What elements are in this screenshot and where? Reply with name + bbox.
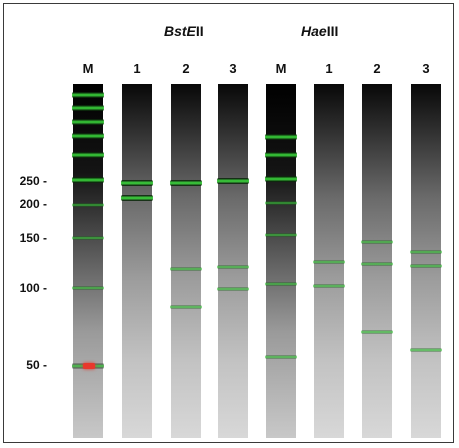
gel-band bbox=[265, 233, 297, 237]
lane-label: 2 bbox=[373, 61, 381, 76]
gel-band bbox=[72, 286, 104, 290]
gel-band bbox=[72, 105, 104, 111]
enzyme-label-haeiii: HaeIII bbox=[301, 23, 339, 39]
gel-band bbox=[72, 203, 104, 207]
gel-lane bbox=[313, 84, 345, 438]
gel-band bbox=[265, 152, 297, 158]
gel-band bbox=[265, 201, 297, 205]
gel-band bbox=[361, 330, 393, 334]
gel-band bbox=[217, 287, 249, 291]
enzyme-label-bsteii: BstEII bbox=[164, 23, 204, 39]
gel-band bbox=[72, 119, 104, 125]
gel-band bbox=[72, 236, 104, 240]
gel-lane bbox=[121, 84, 153, 438]
size-label-100: 100 - bbox=[19, 281, 47, 295]
gel-band bbox=[361, 262, 393, 266]
gel-band bbox=[170, 305, 202, 309]
gel-band bbox=[313, 284, 345, 288]
lane-label: M bbox=[275, 61, 287, 76]
size-label-150: 150 - bbox=[19, 231, 47, 245]
lane-label: 3 bbox=[422, 61, 430, 76]
gel-lane bbox=[410, 84, 442, 438]
gel-band bbox=[72, 133, 104, 139]
lane-label: 1 bbox=[325, 61, 333, 76]
gel-band bbox=[265, 134, 297, 140]
gel-band bbox=[410, 264, 442, 268]
gel-band bbox=[170, 267, 202, 271]
size-label-50: 50 - bbox=[26, 358, 47, 372]
lane-label: 2 bbox=[182, 61, 190, 76]
gel-lane bbox=[361, 84, 393, 438]
gel-band bbox=[217, 265, 249, 269]
figure-frame bbox=[3, 3, 454, 443]
lane-label: 1 bbox=[133, 61, 141, 76]
gel-band bbox=[410, 348, 442, 352]
gel-band bbox=[265, 282, 297, 286]
gel-band bbox=[313, 260, 345, 264]
gel-band bbox=[121, 180, 153, 186]
gel-band bbox=[170, 180, 202, 186]
gel-lane bbox=[217, 84, 249, 438]
gel-lane bbox=[72, 84, 104, 438]
gel-lane bbox=[265, 84, 297, 438]
gel-band bbox=[217, 178, 249, 184]
gel-band bbox=[72, 152, 104, 158]
gel-band bbox=[72, 177, 104, 183]
lane-label: M bbox=[82, 61, 94, 76]
gel-band bbox=[72, 92, 104, 98]
gel-band bbox=[265, 355, 297, 359]
gel-band bbox=[265, 176, 297, 182]
gel-band bbox=[361, 240, 393, 244]
size-label-250: 250 - bbox=[19, 174, 47, 188]
gel-band bbox=[121, 195, 153, 201]
gel-lane bbox=[170, 84, 202, 438]
gel-band-red bbox=[83, 363, 95, 369]
size-label-200: 200 - bbox=[19, 197, 47, 211]
gel-band bbox=[410, 250, 442, 254]
lane-label: 3 bbox=[229, 61, 237, 76]
